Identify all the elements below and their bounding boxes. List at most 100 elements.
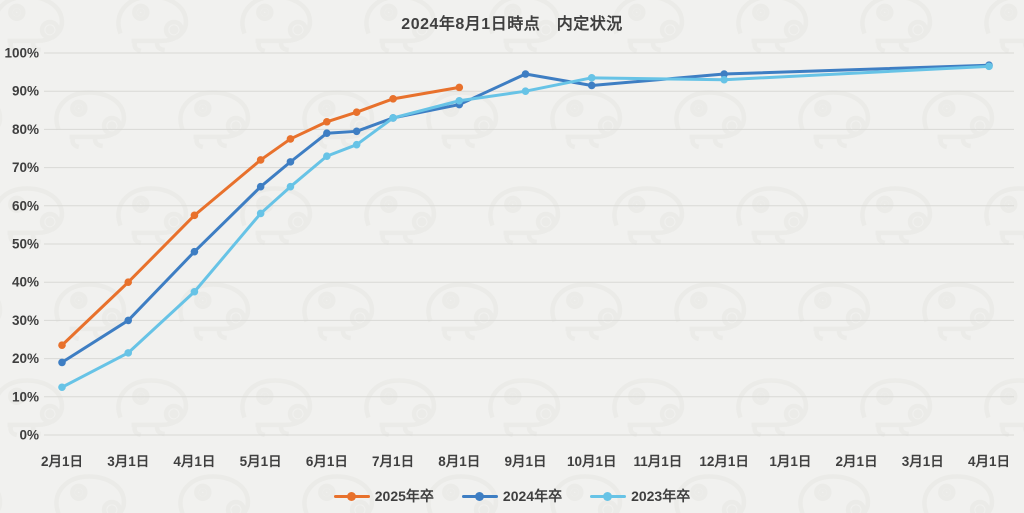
- chameleon-tail-curl: [535, 403, 557, 424]
- chameleon-tail-center: [355, 121, 365, 131]
- chameleon-icon: [860, 186, 933, 246]
- chameleon-tail-center: [727, 121, 737, 131]
- chameleon-tail-center: [665, 409, 675, 419]
- chameleon-eye-pupil: [198, 488, 207, 497]
- chameleon-eye-pupil: [446, 488, 455, 497]
- chameleon-body: [54, 474, 127, 513]
- data-point: [124, 349, 133, 357]
- x-tick-label: 7月1日: [372, 454, 414, 469]
- chameleon-tail-center: [417, 25, 427, 35]
- chameleon-tail-curl: [287, 19, 309, 40]
- chameleon-body: [984, 186, 1024, 236]
- chameleon-icon: [178, 474, 251, 513]
- chameleon-tail-curl: [597, 115, 619, 136]
- chameleon-icon: [54, 90, 127, 150]
- x-tick-label: 2月1日: [41, 454, 83, 469]
- chameleon-eye: [938, 483, 956, 502]
- chameleon-tail-curl: [39, 19, 61, 40]
- y-tick-label: 90%: [12, 84, 39, 99]
- data-point: [389, 114, 397, 122]
- chameleon-eye-pupil: [508, 8, 517, 17]
- data-point: [323, 129, 331, 138]
- chameleon-legs: [8, 40, 42, 54]
- chameleon-icon: [612, 0, 685, 54]
- chameleon-tail-curl: [721, 307, 743, 328]
- chameleon-tail-curl: [969, 499, 991, 513]
- chameleon-tail-curl: [349, 307, 371, 328]
- chameleon-tail-center: [851, 121, 861, 131]
- chameleon-legs: [814, 328, 848, 342]
- chameleon-legs: [504, 232, 538, 246]
- chameleon-icon: [984, 0, 1024, 54]
- data-point: [985, 62, 993, 71]
- chameleon-tail-curl: [411, 403, 433, 424]
- chameleon-legs: [814, 136, 848, 150]
- chameleon-tail-center: [231, 121, 241, 131]
- chameleon-icon: [116, 378, 189, 438]
- chameleon-tail-center: [293, 25, 303, 35]
- chameleon-legs: [132, 232, 166, 246]
- x-tick-label: 3月1日: [902, 454, 944, 469]
- data-point: [190, 287, 199, 296]
- chameleon-tail-curl: [535, 19, 557, 40]
- chameleon-tail-curl: [597, 307, 619, 328]
- x-tick-label: 8月1日: [438, 454, 480, 469]
- chameleon-tail-curl: [349, 499, 371, 513]
- legend-item-0: 2025年卒: [333, 486, 434, 506]
- chameleon-icon: [0, 0, 65, 54]
- chameleon-eye-pupil: [570, 488, 579, 497]
- chameleon-legs: [690, 328, 724, 342]
- chameleon-eye-pupil: [694, 488, 703, 497]
- chameleon-tail-curl: [101, 115, 123, 136]
- series-line-2: [60, 64, 991, 389]
- chameleon-eye: [194, 99, 212, 118]
- chameleon-tail-center: [541, 25, 551, 35]
- chameleon-tail-center: [789, 217, 799, 227]
- chameleon-legs: [132, 40, 166, 54]
- chameleon-tail-center: [913, 217, 923, 227]
- chameleon-tail-center: [293, 409, 303, 419]
- chameleon-body: [426, 474, 499, 513]
- y-tick-label: 100%: [4, 46, 39, 61]
- data-point: [521, 70, 530, 78]
- chameleon-legs: [194, 136, 228, 150]
- chameleon-icon: [364, 378, 437, 438]
- chameleon-tail-center: [727, 505, 737, 513]
- chameleon-icon: [426, 474, 499, 513]
- chameleon-eye: [566, 291, 584, 310]
- chameleon-icon: [488, 186, 561, 246]
- chameleon-eye-pupil: [322, 296, 331, 305]
- y-tick-label: 0%: [19, 428, 39, 443]
- data-point: [352, 127, 361, 136]
- chameleon-tail-center: [479, 505, 489, 513]
- chameleon-body: [922, 474, 995, 513]
- chameleon-legs: [1000, 232, 1024, 246]
- chameleon-icon: [922, 474, 995, 513]
- chameleon-icon: [54, 474, 127, 513]
- data-point: [587, 74, 596, 82]
- chameleon-tail-center: [541, 217, 551, 227]
- chameleon-eye-pupil: [12, 200, 21, 209]
- chameleon-eye: [70, 99, 88, 118]
- chameleon-eye-pupil: [198, 296, 207, 305]
- chameleon-tail-center: [665, 217, 675, 227]
- chameleon-eye: [566, 99, 584, 118]
- x-tick-label: 2月1日: [836, 454, 878, 469]
- chameleon-tail-curl: [845, 115, 867, 136]
- chameleon-tail-center: [45, 409, 55, 419]
- data-point: [256, 156, 265, 164]
- chameleon-tail-center: [603, 505, 613, 513]
- chameleon-eye-pupil: [818, 296, 827, 305]
- chameleon-eye-pupil: [632, 8, 641, 17]
- chameleon-tail-curl: [163, 19, 185, 40]
- chameleon-eye-pupil: [942, 296, 951, 305]
- chameleon-icon: [550, 474, 623, 513]
- y-tick-label: 70%: [12, 160, 39, 175]
- chameleon-tail-center: [479, 121, 489, 131]
- chameleon-legs: [628, 40, 662, 54]
- chameleon-eye-pupil: [694, 296, 703, 305]
- legend-marker-icon: [461, 491, 498, 501]
- chameleon-icon: [984, 186, 1024, 246]
